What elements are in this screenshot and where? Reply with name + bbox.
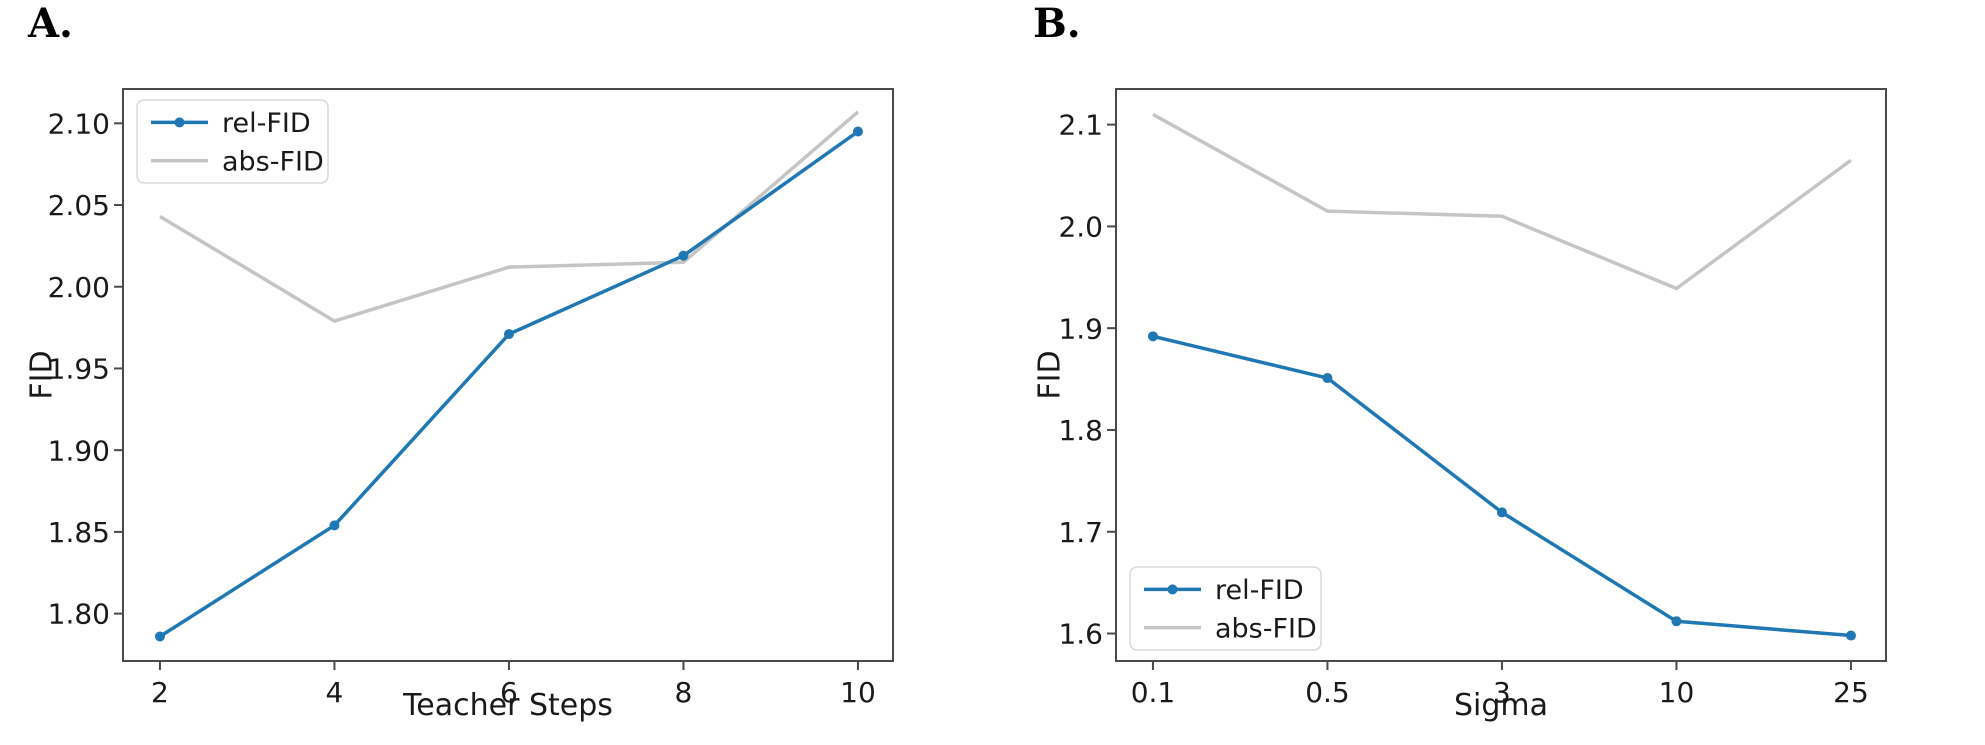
x-tick-label: 2	[151, 676, 169, 709]
y-tick-label: 1.85	[48, 516, 110, 549]
legend-sample-marker	[174, 117, 185, 128]
y-tick-label: 2.10	[48, 107, 110, 140]
legend-sample-marker	[1167, 584, 1178, 595]
legend-label: rel-FID	[222, 108, 311, 139]
chart-b-y-axis-label: FID	[1032, 350, 1068, 400]
series-line-abs-FID	[1152, 112, 1853, 291]
legend-label: abs-FID	[1215, 613, 1317, 644]
legend-label: rel-FID	[1215, 575, 1304, 606]
panel-a: A. 2 4 6 8 10 2.10 2.05 2.00 1.95 1.90 1.85 1.80 rel…	[0, 0, 992, 745]
data-point-marker	[1671, 616, 1682, 627]
x-tick-label: 3	[1493, 676, 1511, 709]
x-tick-label: 8	[675, 676, 693, 709]
y-tick-label: 1.8	[1058, 414, 1103, 447]
y-tick-label: 1.90	[48, 434, 110, 467]
series-line-rel-FID	[159, 130, 859, 638]
x-tick-label: 0.5	[1305, 676, 1350, 709]
data-point-marker	[329, 520, 340, 531]
chart-b-plot: 0.1 0.5 3 10 25 2.1 2.0 1.9 1.8 1.7 1.6 rel-FID abs-…	[1058, 88, 1887, 709]
x-tick-label: 10	[1659, 676, 1695, 709]
series-line-abs-FID	[159, 110, 860, 323]
data-point-marker	[1322, 373, 1333, 384]
y-tick-label: 1.6	[1058, 618, 1103, 651]
chart-a-y-axis-label: FID	[24, 350, 60, 400]
data-point-marker	[678, 250, 689, 261]
y-tick-label: 2.0	[1058, 210, 1103, 243]
chart-a-x-axis-label: Teacher Steps	[403, 688, 613, 723]
legend-label: abs-FID	[222, 146, 324, 177]
panel-a-title: A.	[28, 0, 73, 47]
panel-b-title: B.	[1033, 0, 1081, 47]
data-point-marker	[1845, 630, 1856, 641]
y-tick-label: 2.05	[48, 189, 110, 222]
y-tick-label: 2.1	[1058, 109, 1103, 142]
panel-b: B. 0.1 0.5 3 10 25 2.1 2.0 1.9 1.8 1.7 1.6 rel-FID a…	[993, 0, 1985, 745]
x-tick-label: 10	[840, 676, 876, 709]
y-tick-label: 2.00	[48, 271, 110, 304]
data-point-marker	[1147, 331, 1158, 342]
x-tick-label: 4	[326, 676, 344, 709]
data-point-marker	[1496, 507, 1507, 518]
data-point-marker	[154, 631, 165, 642]
y-tick-label: 1.7	[1058, 516, 1103, 549]
chart-b-x-axis-label: Sigma	[1453, 688, 1549, 723]
y-tick-label: 1.95	[48, 353, 110, 386]
data-point-marker	[503, 329, 514, 340]
x-tick-label: 0.1	[1131, 676, 1176, 709]
chart-a-plot: 2 4 6 8 10 2.10 2.05 2.00 1.95 1.90 1.85 1.80 rel-FI…	[48, 88, 894, 709]
x-tick-label: 25	[1833, 676, 1869, 709]
y-tick-label: 1.80	[48, 598, 110, 631]
x-tick-label: 6	[500, 676, 518, 709]
data-point-marker	[852, 126, 863, 137]
y-tick-label: 1.9	[1058, 312, 1103, 345]
